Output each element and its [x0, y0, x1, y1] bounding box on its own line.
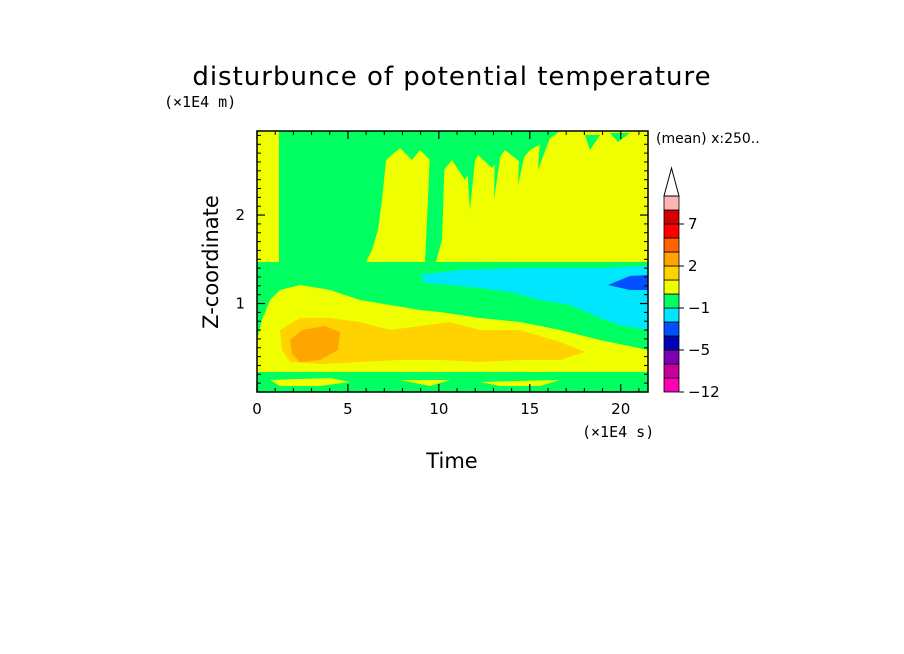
colorbar-cell: [663, 307, 680, 323]
warm-max-orange: [290, 326, 340, 362]
plot-frame: [256, 130, 649, 393]
x-tick-label: 5: [343, 400, 353, 418]
y-ticks: 12: [235, 134, 648, 384]
colorbar-cell: [663, 293, 680, 309]
colorbar: −12−5−127: [663, 166, 720, 401]
upper-green-region: [279, 131, 560, 262]
upper-green-strip: [425, 150, 445, 262]
colorbar-cell: [663, 209, 680, 225]
x-tick-label: 15: [520, 400, 539, 418]
x-tick-label: 0: [252, 400, 262, 418]
colorbar-cell: [663, 377, 680, 393]
x-tick-label: 20: [611, 400, 630, 418]
colorbar-tick-label: −1: [688, 299, 710, 317]
colorbar-cell: [663, 265, 680, 281]
x-ticks: 0 5 10 15 20: [252, 131, 640, 418]
colorbar-tick-label: 7: [688, 215, 698, 233]
left-yellow-column: [257, 131, 279, 262]
colorbar-cell: [663, 335, 680, 351]
colorbar-tick-label: 2: [688, 257, 698, 275]
x-axis-label: Time: [425, 449, 477, 473]
contour-field: [257, 131, 648, 392]
upper-green-left: [358, 190, 378, 215]
y-tick-label: 1: [235, 295, 245, 313]
colorbar-cell: [663, 363, 680, 379]
colorbar-tick-label: −12: [688, 383, 720, 401]
colorbar-cell: [663, 195, 680, 211]
colorbar-cell: [663, 237, 680, 253]
bottom-green-strip: [257, 372, 648, 392]
colorbar-tick-label: −5: [688, 341, 710, 359]
blue-core: [608, 275, 648, 290]
y-axis-label: Z-coordinate: [199, 195, 223, 329]
chart-title: disturbunce of potential temperature: [192, 62, 711, 92]
x-unit-label: (×1E4 s): [582, 423, 654, 441]
colorbar-cell: [663, 223, 680, 239]
mean-annotation: (mean) x:250..: [656, 131, 760, 147]
colorbar-cell: [663, 321, 680, 337]
bottom-yellow-patches: [270, 378, 560, 386]
colorbar-cell: [663, 349, 680, 365]
colorbar-extend-arrow: [663, 166, 680, 197]
x-tick-label: 10: [429, 400, 448, 418]
y-unit-label: (×1E4 m): [164, 93, 236, 111]
warm-light-orange: [280, 318, 585, 364]
colorbar-cell: [663, 279, 680, 295]
left-green-small: [257, 262, 279, 266]
colorbar-cell: [663, 251, 680, 267]
y-tick-label: 2: [235, 206, 245, 224]
cyan-region: [420, 266, 648, 330]
